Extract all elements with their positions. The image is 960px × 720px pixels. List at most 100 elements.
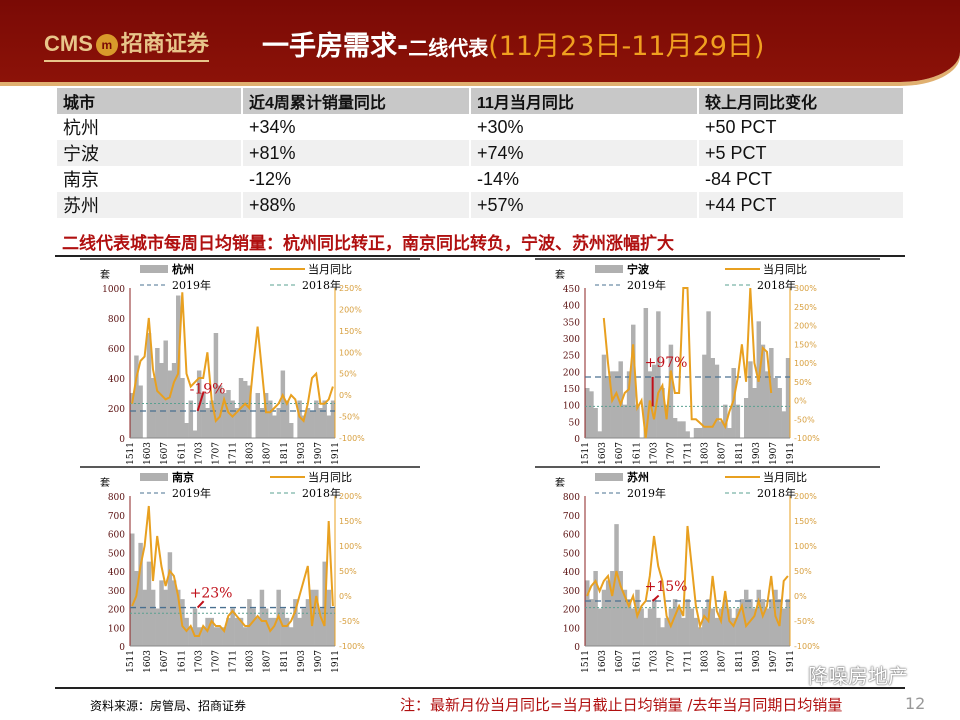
y2-tick-label: 50% bbox=[794, 567, 812, 576]
y2-tick-label: 200% bbox=[339, 492, 362, 501]
y2-tick-label: 200% bbox=[339, 305, 362, 314]
bar bbox=[723, 404, 728, 438]
y-axis-unit: 套 bbox=[555, 476, 565, 489]
bar bbox=[743, 398, 749, 438]
y-tick-label: 300 bbox=[108, 587, 125, 597]
bar bbox=[146, 333, 152, 438]
bar bbox=[188, 627, 194, 646]
table-header: 城市 近4周累计销量同比 11月当月同比 较上月同比变化 bbox=[57, 88, 905, 114]
bar bbox=[681, 421, 686, 438]
y-tick-label: 800 bbox=[108, 493, 125, 503]
bar bbox=[693, 617, 699, 646]
legend-2019: 2019年 bbox=[172, 278, 211, 292]
legend-2019: 2019年 bbox=[627, 486, 666, 500]
cell: -84 PCT bbox=[698, 166, 905, 192]
bar bbox=[585, 388, 590, 438]
x-tick-label: 1903 bbox=[297, 442, 307, 465]
x-tick-label: 1807 bbox=[718, 650, 728, 673]
bar bbox=[217, 627, 223, 646]
bar bbox=[605, 378, 611, 438]
y2-tick-label: 0% bbox=[339, 592, 352, 601]
y2-tick-label: 300% bbox=[794, 284, 817, 293]
bar bbox=[255, 393, 260, 438]
x-tick-label: 1811 bbox=[280, 442, 290, 465]
x-tick-label: 1611 bbox=[177, 650, 187, 673]
bar bbox=[305, 408, 311, 438]
bar bbox=[677, 608, 682, 646]
y-tick-label: 600 bbox=[108, 345, 125, 355]
cell: +81% bbox=[242, 140, 471, 166]
bar bbox=[706, 311, 711, 438]
annotation-arrow-icon bbox=[196, 391, 205, 412]
legend-2018: 2018年 bbox=[302, 278, 341, 292]
x-tick-label: 1511 bbox=[126, 650, 136, 673]
column-header: 城市 bbox=[57, 88, 243, 114]
cell: +57% bbox=[470, 192, 699, 218]
y2-tick-label: 0% bbox=[794, 397, 807, 406]
annotation-label: +23% bbox=[190, 586, 233, 602]
bar bbox=[188, 400, 194, 438]
y-tick-label: 600 bbox=[108, 531, 125, 541]
x-tick-label: 1603 bbox=[143, 650, 153, 673]
y-tick-label: 800 bbox=[563, 493, 580, 503]
yoy-line bbox=[131, 505, 334, 637]
legend-2018: 2018年 bbox=[757, 486, 796, 500]
bar bbox=[309, 411, 315, 438]
x-tick-label: 1703 bbox=[194, 650, 204, 673]
bar bbox=[222, 627, 227, 646]
y-tick-label: 0 bbox=[119, 643, 125, 653]
legend-yoy: 当月同比 bbox=[763, 470, 807, 484]
bar bbox=[693, 428, 699, 438]
x-tick-label: 1803 bbox=[701, 650, 711, 673]
bar bbox=[677, 421, 682, 438]
bar bbox=[731, 617, 736, 646]
bar bbox=[697, 428, 703, 438]
x-tick-label: 1903 bbox=[752, 650, 762, 673]
bar bbox=[702, 608, 707, 646]
bar bbox=[618, 571, 623, 646]
column-header: 近4周累计销量同比 bbox=[242, 88, 471, 114]
bar bbox=[668, 344, 674, 438]
bar bbox=[710, 608, 715, 646]
x-tick-label: 1511 bbox=[581, 442, 591, 465]
bar bbox=[739, 599, 745, 646]
y-axis-unit: 套 bbox=[100, 476, 110, 489]
bar bbox=[159, 363, 164, 438]
y2-tick-label: 50% bbox=[339, 567, 357, 576]
y-tick-label: 200 bbox=[108, 405, 125, 415]
x-tick-label: 1807 bbox=[718, 442, 728, 465]
bar bbox=[130, 393, 135, 438]
y-tick-label: 500 bbox=[563, 549, 580, 559]
annotation-label: +15% bbox=[645, 579, 688, 595]
bar bbox=[760, 599, 766, 646]
y-tick-label: 100 bbox=[563, 402, 580, 412]
bar bbox=[643, 308, 649, 438]
bar bbox=[752, 388, 757, 438]
title-sub: 二线代表 bbox=[408, 36, 489, 60]
y2-tick-label: -50% bbox=[794, 617, 815, 626]
x-tick-label: 1711 bbox=[684, 650, 694, 673]
x-tick-label: 1603 bbox=[598, 650, 608, 673]
x-tick-label: 1811 bbox=[735, 442, 745, 465]
bar bbox=[272, 415, 277, 438]
bar bbox=[672, 599, 678, 646]
y-tick-label: 800 bbox=[108, 315, 125, 325]
bar bbox=[301, 415, 307, 438]
bar bbox=[171, 363, 177, 438]
y2-tick-label: 150% bbox=[339, 327, 362, 336]
bar bbox=[593, 571, 598, 646]
x-tick-label: 1611 bbox=[632, 650, 642, 673]
legend-bar-swatch bbox=[140, 265, 168, 273]
y2-tick-label: 50% bbox=[794, 378, 812, 387]
bar bbox=[326, 415, 332, 438]
y-tick-label: 300 bbox=[563, 587, 580, 597]
logo: CMS m 招商证券 bbox=[44, 26, 209, 62]
bar bbox=[255, 617, 260, 646]
cell: +30% bbox=[470, 114, 699, 140]
x-tick-label: 1611 bbox=[177, 442, 187, 465]
y-tick-label: 400 bbox=[563, 568, 580, 578]
bar bbox=[155, 348, 160, 438]
bar bbox=[769, 599, 774, 646]
table-row: 宁波 +81% +74% +5 PCT bbox=[57, 140, 905, 166]
y-tick-label: 400 bbox=[108, 375, 125, 385]
